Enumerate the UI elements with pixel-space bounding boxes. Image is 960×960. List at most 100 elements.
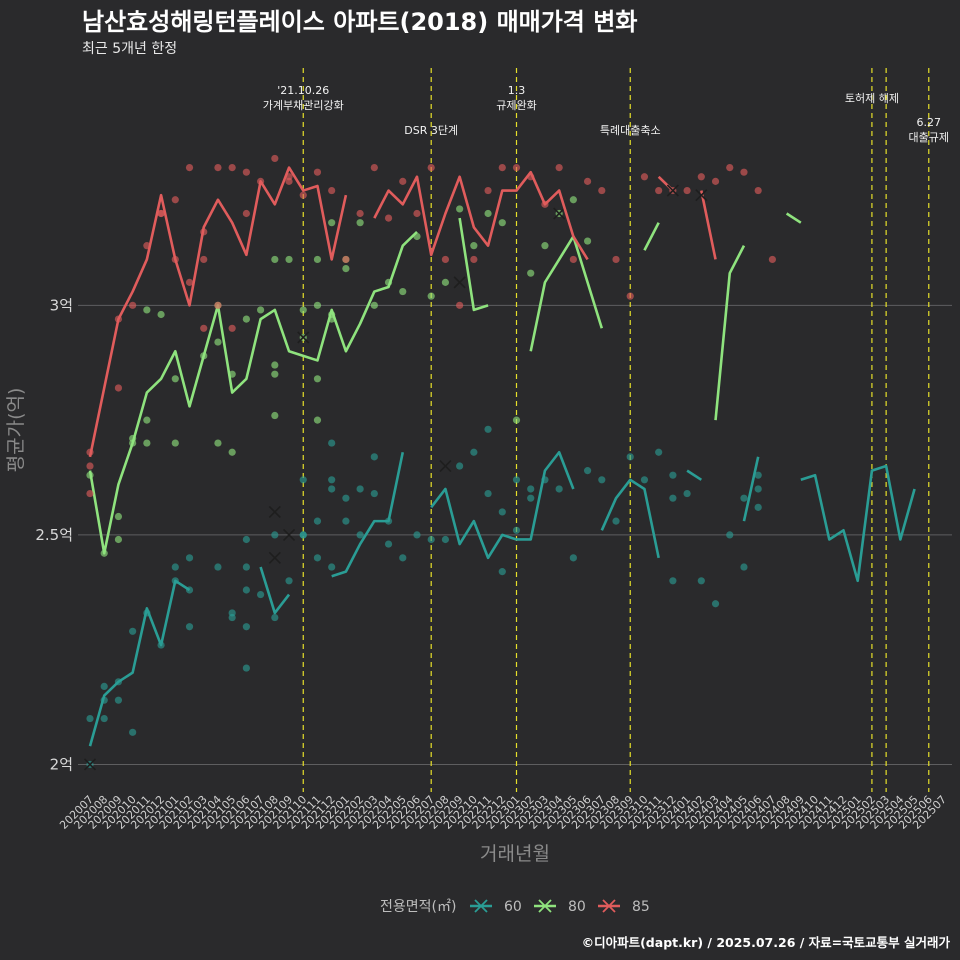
legend-swatch-cross (602, 899, 616, 913)
data-point (285, 577, 293, 585)
data-point (569, 196, 577, 204)
data-point (583, 177, 592, 185)
series-line (88, 579, 191, 747)
data-point (555, 485, 563, 493)
data-point (356, 531, 364, 539)
data-point (484, 489, 492, 498)
data-point (242, 168, 250, 176)
data-point (114, 512, 123, 521)
data-point (399, 177, 407, 185)
data-point (228, 613, 236, 622)
data-point (129, 301, 137, 309)
data-point (342, 494, 350, 502)
series-80 (86, 196, 802, 557)
data-point (129, 627, 137, 635)
data-point (271, 411, 279, 420)
data-point (356, 209, 364, 218)
cross-marker (268, 505, 281, 519)
data-point (384, 214, 393, 222)
event-label: 1.3 (508, 84, 526, 97)
data-point (242, 623, 250, 631)
legend-swatch-cross (474, 899, 488, 913)
legend-label: 85 (632, 899, 650, 915)
data-point (583, 467, 592, 475)
cross-marker (439, 459, 452, 473)
data-point (711, 177, 720, 185)
data-point (171, 563, 179, 571)
event-label: 특례대출축소 (600, 124, 661, 137)
legend-item-60: 60 (470, 899, 522, 915)
data-point (242, 563, 250, 571)
data-point (271, 531, 279, 539)
data-point (640, 173, 649, 181)
data-point (370, 489, 378, 498)
data-point (441, 278, 450, 286)
data-point (498, 163, 506, 172)
y-axis-title: 평균가(억) (5, 388, 27, 473)
series-layer (83, 154, 916, 771)
data-point (285, 255, 293, 264)
data-point (214, 338, 222, 346)
data-point (228, 163, 236, 172)
data-point (427, 535, 435, 544)
series-85 (86, 154, 777, 498)
event-label: '21.10.26 (277, 84, 329, 97)
data-point (171, 439, 179, 447)
data-point (441, 535, 450, 544)
data-point (86, 714, 94, 723)
data-point (114, 384, 123, 392)
data-point (413, 209, 421, 218)
series-60 (83, 425, 916, 771)
cross-marker (453, 276, 466, 289)
data-point (299, 306, 307, 314)
event-label: 규제완화 (496, 99, 536, 112)
data-point (313, 517, 322, 525)
cross-marker (268, 551, 281, 564)
series-line (259, 566, 291, 615)
data-point (214, 439, 222, 447)
data-point (413, 531, 421, 539)
cross-marker (282, 528, 296, 541)
source-caption: ©디아파트(dapt.kr) / 2025.07.26 / 자료=국토교통부 실… (582, 935, 951, 950)
y-tick-label: 2.5억 (35, 526, 73, 544)
data-point (498, 508, 506, 516)
series-line (686, 469, 703, 481)
data-point (356, 485, 364, 493)
series-line (88, 230, 418, 555)
data-point (612, 255, 620, 264)
data-point (185, 163, 194, 172)
data-point (697, 577, 705, 585)
y-tick-label: 2억 (50, 755, 73, 773)
data-point (456, 205, 464, 213)
data-point (328, 476, 336, 484)
series-line (714, 245, 746, 421)
data-point (271, 361, 279, 369)
data-point (697, 173, 705, 181)
series-line (643, 222, 660, 251)
data-point (171, 196, 179, 204)
data-point (583, 237, 592, 245)
data-point (328, 563, 336, 571)
data-point (527, 494, 535, 502)
series-line (430, 450, 575, 560)
data-point (313, 255, 322, 264)
data-point (271, 613, 279, 622)
data-point (726, 531, 734, 539)
data-point (456, 301, 464, 309)
data-point (370, 301, 378, 309)
data-point (768, 255, 777, 264)
data-point (328, 485, 336, 493)
data-point (399, 287, 407, 296)
data-point (456, 462, 464, 470)
cross-marker (297, 331, 310, 344)
data-point (669, 471, 677, 479)
data-point (498, 568, 506, 576)
cross-marker (553, 207, 566, 220)
x-tick-labels: 2020072020082020092020102020112020122021… (57, 793, 949, 832)
data-point (157, 310, 165, 319)
data-point (313, 416, 322, 424)
event-label: 가계부채관리강화 (263, 99, 344, 112)
data-point (342, 517, 350, 525)
data-point (271, 154, 279, 163)
data-point (257, 306, 265, 314)
